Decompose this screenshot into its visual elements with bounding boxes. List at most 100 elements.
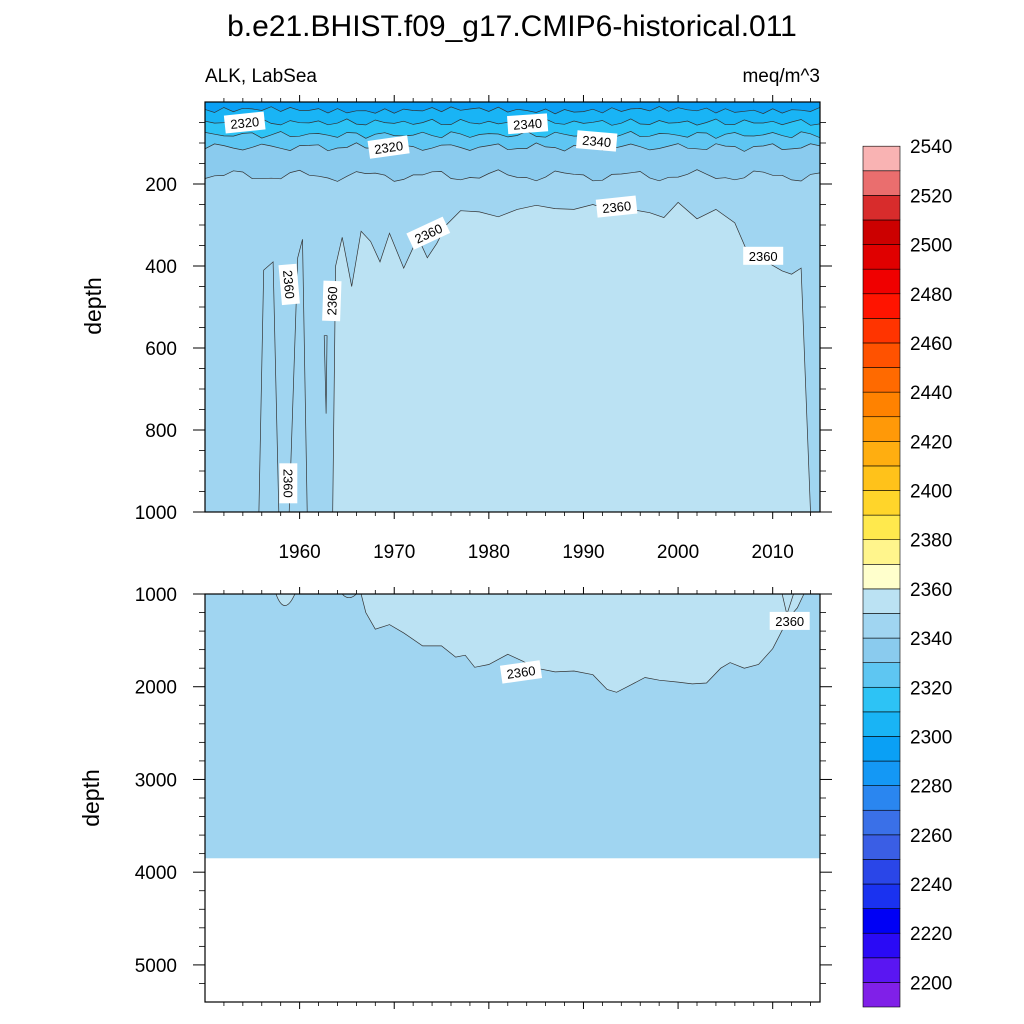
upper-plot-area xyxy=(205,102,820,512)
colorbar-swatch xyxy=(862,367,901,393)
colorbar-swatch xyxy=(862,859,901,885)
contour-label: 2360 xyxy=(322,280,342,322)
colorbar-swatch xyxy=(862,809,901,836)
colorbar-swatch xyxy=(862,785,901,811)
lower-panel: 2360 2360 1000 2000 3000 4000 5000 xyxy=(135,585,832,1009)
contour-label-text: 2360 xyxy=(601,198,631,216)
contour-label-text: 2360 xyxy=(280,469,295,498)
contour-label-bg xyxy=(575,130,618,152)
colorbar-label: 2300 xyxy=(910,727,952,748)
lower-ylabel: depth xyxy=(78,769,104,827)
contour-label-bg xyxy=(279,463,298,504)
colorbar-swatch xyxy=(862,932,901,959)
y-tick-label: 1000 xyxy=(135,503,177,524)
contour-label: 2360 xyxy=(743,246,784,265)
colorbar-swatch xyxy=(862,834,901,860)
colorbar-swatch xyxy=(862,244,901,270)
contour-label: 2360 xyxy=(769,611,810,630)
x-tick-label: 1990 xyxy=(562,542,604,563)
region-2300-2310 xyxy=(205,102,820,114)
colorbar-label: 2520 xyxy=(910,186,952,207)
contour-label: 2340 xyxy=(507,113,549,135)
x-tick-label: 1960 xyxy=(278,542,320,563)
colorbar-swatch xyxy=(862,441,901,467)
colorbar-swatch xyxy=(862,391,901,418)
contour-label-bg xyxy=(322,280,342,322)
contour-label-bg xyxy=(223,111,266,134)
contour-label: 2360 xyxy=(595,195,638,218)
x-tick-label: 1970 xyxy=(373,542,415,563)
contour-loop-west xyxy=(258,261,280,512)
colorbar-label: 2360 xyxy=(910,580,952,601)
colorbar-swatch xyxy=(862,711,901,737)
contour-label-text: 2340 xyxy=(582,133,612,150)
colorbar-label: 2340 xyxy=(910,629,952,650)
y-tick-label: 2000 xyxy=(135,678,177,699)
colorbar-label: 2440 xyxy=(910,383,952,404)
y-tick-label: 5000 xyxy=(135,956,177,977)
y-tick-label: 200 xyxy=(145,175,177,196)
colorbar-swatch xyxy=(862,293,901,319)
contour-label-bg xyxy=(595,195,638,218)
colorbar-label: 2220 xyxy=(910,924,952,945)
contour-label: 2320 xyxy=(367,135,410,159)
y-tick-label: 1000 xyxy=(135,585,177,606)
colorbar-label: 2320 xyxy=(910,678,952,699)
colorbar-swatch xyxy=(862,268,901,295)
colorbar-swatch xyxy=(862,318,901,344)
contour-label: 2340 xyxy=(575,130,618,152)
contour-line-2330-2340 xyxy=(205,142,820,152)
contour-label-bg xyxy=(743,246,784,265)
contour-label-text: 2360 xyxy=(280,269,297,299)
colorbar-swatch xyxy=(862,588,901,614)
colorbar-swatch xyxy=(862,539,901,565)
colorbar-label: 2540 xyxy=(910,137,952,158)
x-tick-label: 2000 xyxy=(657,542,699,563)
colorbar-label: 2460 xyxy=(910,334,952,355)
contour-line-2300-2310 xyxy=(205,106,820,115)
y-tick-label: 3000 xyxy=(135,770,177,791)
contour-label: 2320 xyxy=(223,111,266,134)
colorbar-swatch xyxy=(862,736,901,762)
contour-label-text: 2340 xyxy=(513,116,543,133)
contour-label-text: 2360 xyxy=(324,286,340,315)
colorbar-label: 2420 xyxy=(910,432,952,453)
upper-ylabel: depth xyxy=(80,277,106,335)
colorbar-swatch xyxy=(862,637,901,663)
region-small-dip xyxy=(341,593,357,599)
upper-axis-ticks: 1960 1970 1980 1990 2000 2010 200 400 600 800 1000 xyxy=(135,95,832,563)
x-tick-label: 1980 xyxy=(468,542,510,563)
colorbar-swatch xyxy=(862,686,901,713)
y-tick-label: 400 xyxy=(145,257,177,278)
contour-label-bg xyxy=(367,135,410,159)
colorbar-label: 2500 xyxy=(910,236,952,257)
contour-line-2320-2330 xyxy=(205,130,820,139)
colorbar-swatch xyxy=(862,416,901,442)
colorbar-label: 2200 xyxy=(910,973,952,994)
panel-left-label: ALK, LabSea xyxy=(205,66,317,87)
contour-label: 2360 xyxy=(278,263,300,306)
y-tick-label: 4000 xyxy=(135,863,177,884)
contour-label-bg xyxy=(499,660,543,684)
colorbar-swatch xyxy=(862,170,901,196)
contour-label-text: 2360 xyxy=(749,249,778,264)
lower-axis-ticks: 1000 2000 3000 4000 5000 xyxy=(135,585,832,1009)
colorbar-label: 2400 xyxy=(910,482,952,503)
contour-label-bg xyxy=(507,113,549,135)
x-tick-label: 2010 xyxy=(752,542,794,563)
colorbar-swatch xyxy=(862,342,901,368)
colorbar-swatch xyxy=(862,145,901,172)
contour-label-bg xyxy=(769,611,810,630)
colorbar-label: 2260 xyxy=(910,826,952,847)
panel-right-label: meq/m^3 xyxy=(742,66,820,87)
colorbar-label: 2380 xyxy=(910,531,952,552)
contour-label-bg xyxy=(406,216,451,250)
colorbar: 2200 2220 2240 2260 2280 2300 2320 2340 2360 2380… xyxy=(862,137,952,1008)
region-2360-2370 xyxy=(360,593,805,693)
colorbar-swatch xyxy=(862,563,901,590)
colorbar-swatch xyxy=(862,760,901,786)
contour-label: 2360 xyxy=(499,660,543,684)
